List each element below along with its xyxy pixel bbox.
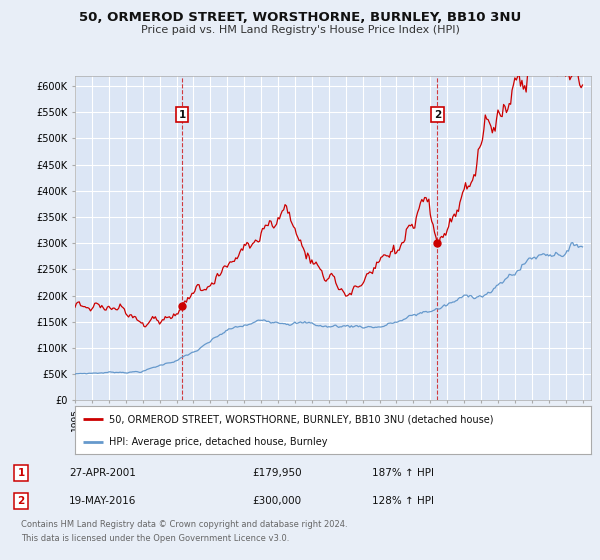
Text: 2: 2 xyxy=(17,496,25,506)
Text: £179,950: £179,950 xyxy=(252,468,302,478)
Text: 1: 1 xyxy=(17,468,25,478)
Text: Contains HM Land Registry data © Crown copyright and database right 2024.: Contains HM Land Registry data © Crown c… xyxy=(21,520,347,529)
Text: 19-MAY-2016: 19-MAY-2016 xyxy=(69,496,136,506)
Text: HPI: Average price, detached house, Burnley: HPI: Average price, detached house, Burn… xyxy=(109,437,327,447)
Text: 50, ORMEROD STREET, WORSTHORNE, BURNLEY, BB10 3NU: 50, ORMEROD STREET, WORSTHORNE, BURNLEY,… xyxy=(79,11,521,24)
Text: This data is licensed under the Open Government Licence v3.0.: This data is licensed under the Open Gov… xyxy=(21,534,289,543)
Text: 187% ↑ HPI: 187% ↑ HPI xyxy=(372,468,434,478)
Text: 50, ORMEROD STREET, WORSTHORNE, BURNLEY, BB10 3NU (detached house): 50, ORMEROD STREET, WORSTHORNE, BURNLEY,… xyxy=(109,414,493,424)
Text: 2: 2 xyxy=(434,110,441,120)
Text: 27-APR-2001: 27-APR-2001 xyxy=(69,468,136,478)
Text: £300,000: £300,000 xyxy=(252,496,301,506)
Text: 128% ↑ HPI: 128% ↑ HPI xyxy=(372,496,434,506)
Text: 1: 1 xyxy=(179,110,186,120)
Text: Price paid vs. HM Land Registry's House Price Index (HPI): Price paid vs. HM Land Registry's House … xyxy=(140,25,460,35)
